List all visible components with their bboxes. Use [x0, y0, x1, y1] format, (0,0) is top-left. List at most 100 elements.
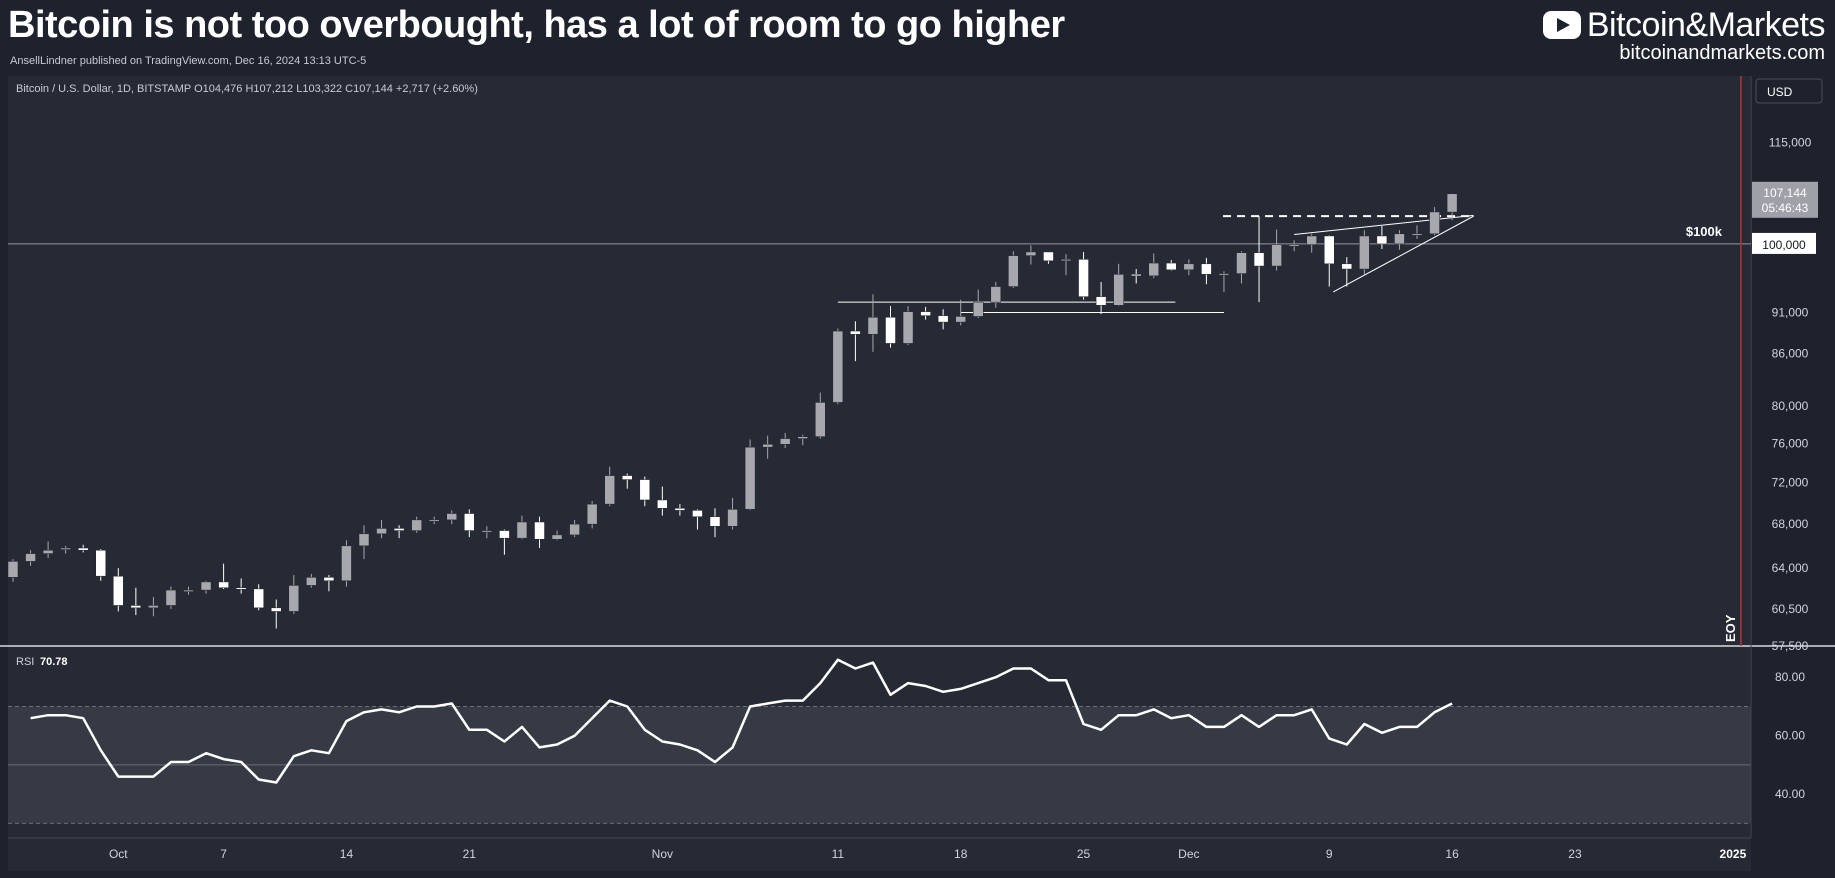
candle[interactable]: [25, 550, 36, 566]
candle-body: [393, 528, 405, 531]
candle[interactable]: [1078, 251, 1089, 300]
candle[interactable]: [1341, 257, 1353, 287]
candle[interactable]: [1288, 240, 1300, 252]
candle[interactable]: [253, 584, 264, 611]
candle[interactable]: [1411, 225, 1423, 239]
brand-url[interactable]: bitcoinandmarkets.com: [1619, 42, 1825, 64]
candle[interactable]: [77, 544, 89, 553]
candle-body: [1183, 263, 1195, 271]
candle[interactable]: [148, 597, 159, 617]
candle[interactable]: [674, 504, 686, 516]
candle[interactable]: [604, 466, 615, 507]
candle[interactable]: [1306, 233, 1317, 253]
candle-body: [1306, 235, 1317, 245]
candle[interactable]: [990, 281, 1002, 308]
rsi-tick-label: 60.00: [1775, 729, 1805, 743]
candle[interactable]: [1218, 271, 1230, 292]
candle[interactable]: [428, 516, 440, 525]
candle[interactable]: [411, 516, 422, 533]
candle[interactable]: [1166, 260, 1177, 271]
candle[interactable]: [306, 573, 317, 588]
candle[interactable]: [867, 294, 879, 352]
candle[interactable]: [323, 575, 335, 592]
candle[interactable]: [1060, 254, 1072, 276]
candle[interactable]: [920, 306, 931, 320]
candle[interactable]: [815, 392, 826, 439]
candle[interactable]: [1446, 193, 1458, 221]
candle[interactable]: [534, 516, 545, 549]
candle[interactable]: [481, 526, 493, 539]
candle[interactable]: [113, 568, 124, 612]
candle[interactable]: [1271, 229, 1282, 271]
price-tick-label: 76,000: [1772, 436, 1809, 450]
candle[interactable]: [1043, 251, 1054, 264]
candle[interactable]: [95, 549, 106, 581]
candle-body: [1201, 263, 1212, 275]
candle[interactable]: [850, 321, 861, 362]
candle[interactable]: [937, 309, 949, 330]
candle[interactable]: [393, 525, 405, 539]
candle[interactable]: [762, 435, 773, 459]
candle[interactable]: [165, 586, 177, 610]
candle[interactable]: [499, 529, 510, 555]
candle[interactable]: [1008, 251, 1019, 289]
candle[interactable]: [1253, 216, 1265, 303]
price-tick-label: 91,000: [1772, 305, 1809, 319]
candle[interactable]: [130, 587, 142, 616]
candle[interactable]: [832, 328, 844, 405]
candle[interactable]: [1201, 257, 1212, 285]
candle[interactable]: [358, 525, 370, 560]
candle[interactable]: [1148, 253, 1159, 279]
candle[interactable]: [692, 509, 703, 530]
candle[interactable]: [1095, 281, 1107, 315]
candle-body: [1095, 296, 1107, 306]
candle[interactable]: [639, 476, 651, 507]
candle[interactable]: [42, 541, 54, 559]
candle[interactable]: [446, 510, 457, 525]
candle[interactable]: [1183, 259, 1195, 276]
candle[interactable]: [218, 563, 229, 589]
candle[interactable]: [779, 432, 791, 449]
candle[interactable]: [1324, 235, 1335, 287]
candle[interactable]: [657, 486, 668, 516]
candle[interactable]: [885, 306, 896, 348]
candle-body: [1008, 255, 1019, 287]
candle[interactable]: [183, 586, 194, 595]
rsi-tick-label: 40.00: [1775, 787, 1805, 801]
candle[interactable]: [200, 580, 212, 594]
candle[interactable]: [376, 519, 387, 539]
candle-body: [7, 561, 19, 578]
candle[interactable]: [622, 473, 633, 489]
candle[interactable]: [1113, 263, 1124, 307]
candle[interactable]: [341, 540, 352, 587]
candle[interactable]: [955, 299, 966, 326]
candle[interactable]: [464, 509, 475, 538]
candle[interactable]: [709, 508, 721, 538]
brand-block[interactable]: Bitcoin&Markets bitcoinandmarkets.com: [1542, 8, 1826, 65]
candle[interactable]: [1394, 230, 1405, 250]
candle-body: [937, 315, 949, 323]
candle[interactable]: [1236, 251, 1247, 284]
current-price-value: 107,144: [1763, 186, 1807, 200]
candle[interactable]: [569, 519, 580, 538]
candle[interactable]: [744, 439, 756, 511]
candle[interactable]: [1376, 225, 1388, 250]
candle[interactable]: [902, 306, 914, 346]
candle[interactable]: [727, 497, 738, 530]
candle[interactable]: [797, 434, 808, 446]
candle[interactable]: [1359, 230, 1370, 276]
candle[interactable]: [1130, 269, 1142, 284]
candle[interactable]: [288, 575, 300, 614]
candle[interactable]: [516, 515, 528, 540]
candle[interactable]: [1429, 207, 1440, 236]
candle[interactable]: [7, 559, 19, 582]
candle[interactable]: [60, 545, 71, 554]
candle[interactable]: [1025, 245, 1037, 265]
currency-badge[interactable]: USD: [1755, 78, 1823, 104]
candle[interactable]: [973, 289, 984, 319]
candle[interactable]: [271, 599, 282, 629]
candle[interactable]: [235, 578, 247, 594]
candle[interactable]: [586, 501, 598, 529]
candle[interactable]: [551, 530, 563, 541]
